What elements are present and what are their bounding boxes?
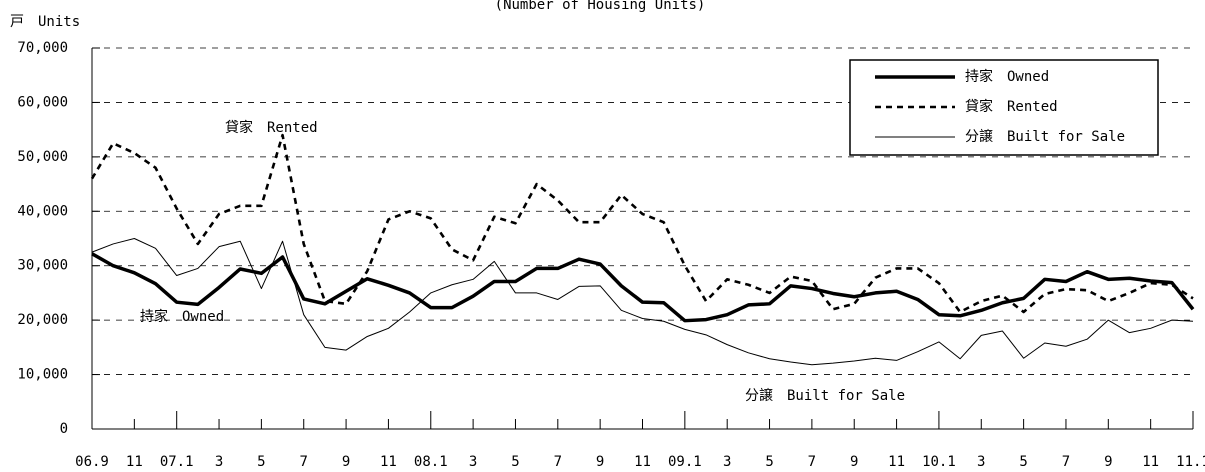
x-tick-label: 3 — [215, 454, 223, 470]
y-axis-label: 戸 Units — [10, 14, 80, 30]
x-tick-label: 7 — [300, 454, 308, 470]
x-tick-label: 5 — [765, 454, 773, 470]
x-tick-label: 3 — [977, 454, 985, 470]
y-tick-label: 40,000 — [17, 203, 68, 219]
series-annotation: 貸家 Rented — [225, 119, 318, 136]
x-tick-label: 11 — [888, 454, 905, 470]
x-tick-label: 10.1 — [922, 454, 956, 470]
series-line — [91, 252, 1195, 323]
x-tick-label: 7 — [808, 454, 816, 470]
y-tick-label: 70,000 — [17, 40, 68, 56]
series-annotation: 持家 Owned — [140, 308, 224, 325]
x-tick-label: 5 — [511, 454, 519, 470]
x-tick-label: 3 — [469, 454, 477, 470]
y-tick-label: 50,000 — [17, 149, 68, 165]
x-tick-label: 11 — [380, 454, 397, 470]
x-tick-label: 9 — [1104, 454, 1112, 470]
x-tick-label: 11 — [126, 454, 143, 470]
series-line — [91, 238, 1194, 366]
legend-label: 持家 Owned — [965, 68, 1049, 85]
x-tick-label: 7 — [1062, 454, 1070, 470]
x-tick-label: 08.1 — [414, 454, 448, 470]
y-tick-label: 0 — [60, 421, 68, 437]
x-tick-label: 9 — [850, 454, 858, 470]
y-tick-label: 20,000 — [17, 312, 68, 328]
x-tick-label: 9 — [596, 454, 604, 470]
x-tick-label: 11 — [634, 454, 651, 470]
y-tick-label: 10,000 — [17, 367, 68, 383]
x-tick-label: 7 — [554, 454, 562, 470]
x-tick-label: 5 — [1019, 454, 1027, 470]
legend-label: 分譲 Built for Sale — [965, 129, 1125, 145]
series-line — [90, 133, 1194, 314]
y-tick-label: 30,000 — [17, 258, 68, 274]
x-tick-label: 06.9 — [75, 454, 109, 470]
y-tick-label: 60,000 — [17, 94, 68, 110]
x-tick-label: 5 — [257, 454, 265, 470]
x-tick-label: 07.1 — [160, 454, 194, 470]
x-tick-label: 9 — [342, 454, 350, 470]
x-tick-label: 11.1 — [1176, 454, 1205, 470]
x-tick-label: 3 — [723, 454, 731, 470]
x-tick-label: 11 — [1142, 454, 1159, 470]
legend-label: 貸家 Rented — [965, 98, 1058, 115]
x-tick-label: 09.1 — [668, 454, 702, 470]
series-annotation: 分譲 Built for Sale — [745, 388, 905, 404]
chart-title: (Number of Housing Units) — [495, 0, 706, 13]
